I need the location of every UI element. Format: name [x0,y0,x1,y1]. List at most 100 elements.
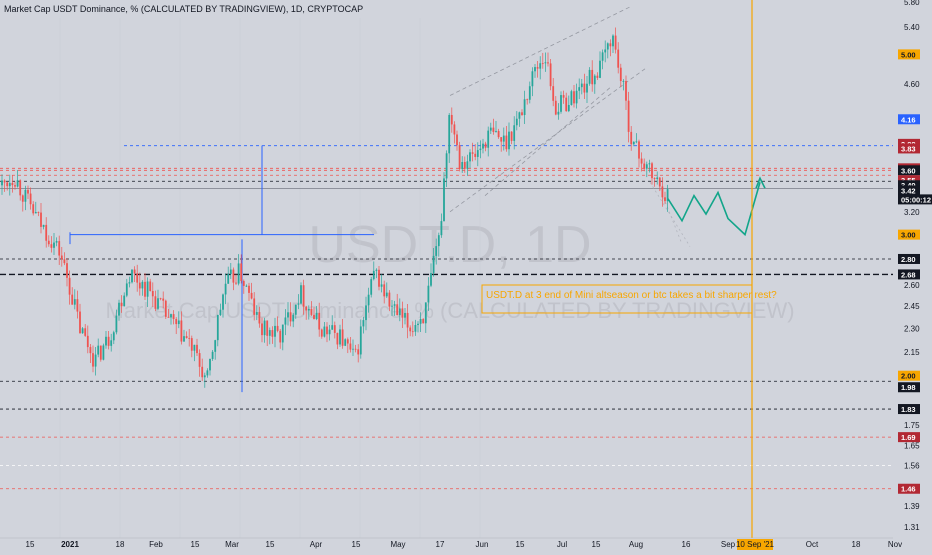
candle-body [16,180,19,187]
price-axis[interactable]: 5.805.404.603.863.593.202.602.452.302.15… [893,0,932,550]
candle-body [302,285,305,307]
candle-body [320,329,323,337]
price-axis-label: 2.45 [904,302,920,311]
candle-body [219,309,222,315]
candle-body [24,189,27,202]
time-axis-label: 2021 [61,540,79,549]
candle-body [305,306,308,311]
candle-body [414,325,417,332]
candle-body [622,80,625,82]
candle-body [635,141,638,143]
candle-body [489,127,492,131]
candle-body [593,75,596,85]
candle-body [14,185,16,187]
candle-body [328,329,331,335]
price-tag-label: 2.80 [901,255,916,264]
candle-body [539,63,542,69]
candle-body [8,182,11,187]
candle-body [341,329,344,346]
candle-body [258,312,261,324]
candle-body [658,177,661,187]
candle-body [437,235,440,247]
price-axis-label: 2.60 [904,281,920,290]
candle-body [131,269,133,283]
candle-body [146,281,149,297]
candle-body [185,336,188,338]
candle-body [601,52,604,61]
candle-body [297,303,300,305]
candle-body [235,282,237,284]
candle-body [170,314,172,318]
candle-body [180,320,183,342]
time-axis[interactable]: 15 2021 18 Feb 15 Mar 15 Apr 15 May 17 Jun 15 Jul 15 Au… [0,537,932,550]
price-tag-label: 5.00 [901,50,916,59]
candle-body [482,143,484,149]
price-tag-label: 4.16 [901,115,916,124]
price-tag [898,194,932,205]
candle-body [193,344,196,351]
candle-body [513,125,516,141]
candle-body [588,69,591,84]
candle-body [370,279,373,295]
candle-body [172,314,175,320]
candle-body [359,326,362,355]
price-axis-label: 5.40 [904,23,920,32]
candle-body [144,281,146,297]
candle-body [149,281,152,292]
candle-body [261,323,263,336]
time-axis-label: 10 Sep '21 [736,540,775,549]
time-axis-label: Oct [806,540,819,549]
candle-body [531,71,534,87]
candle-body [6,182,9,187]
time-axis-label: Aug [629,540,643,549]
candle-body [118,302,120,316]
time-axis-label: 15 [266,540,275,549]
candle-body [21,195,24,202]
price-tag-label: 05:00:12 [901,195,931,204]
candle-body [346,339,349,344]
candle-body [580,83,583,88]
candle-body [557,111,560,115]
candle-body [310,309,313,315]
candle-body [497,130,500,138]
price-axis-label: 1.56 [904,461,920,470]
candle-body [76,299,79,312]
price-tag-label: 1.69 [901,433,916,442]
candle-body [115,315,118,333]
candle-body [619,67,622,82]
fib-line [649,182,691,247]
candle-body [471,152,474,154]
candle-body [474,153,477,157]
candle-body [523,99,526,116]
candle-body [463,162,466,169]
channel-line [449,68,646,213]
watermark: USDT.D, 1D Market Cap USDT Dominance, % … [105,216,794,323]
candle-body [466,161,469,169]
candle-body [570,91,573,105]
candle-body [242,280,245,286]
candle-body [432,255,435,274]
candle-body [253,298,256,315]
price-tag [898,269,920,280]
candle-body [336,332,339,345]
candle-body [263,320,266,336]
candle-body [562,95,565,98]
candle-body [565,97,568,112]
candle-body [313,314,315,320]
candle-body [349,343,352,350]
candle-body [398,308,401,316]
candle-body [664,197,666,202]
candle-body [190,338,193,351]
candle-body [47,240,50,245]
candle-body [365,305,367,321]
projection-path [667,176,766,237]
price-tag-label: 1.83 [901,405,916,414]
candle-body [19,180,22,196]
candle-body [409,327,412,332]
candle-body [440,221,443,236]
candle-body [196,344,198,354]
candle-body [560,95,562,112]
price-tag-label: 3.83 [901,144,916,153]
price-tag [898,370,920,381]
